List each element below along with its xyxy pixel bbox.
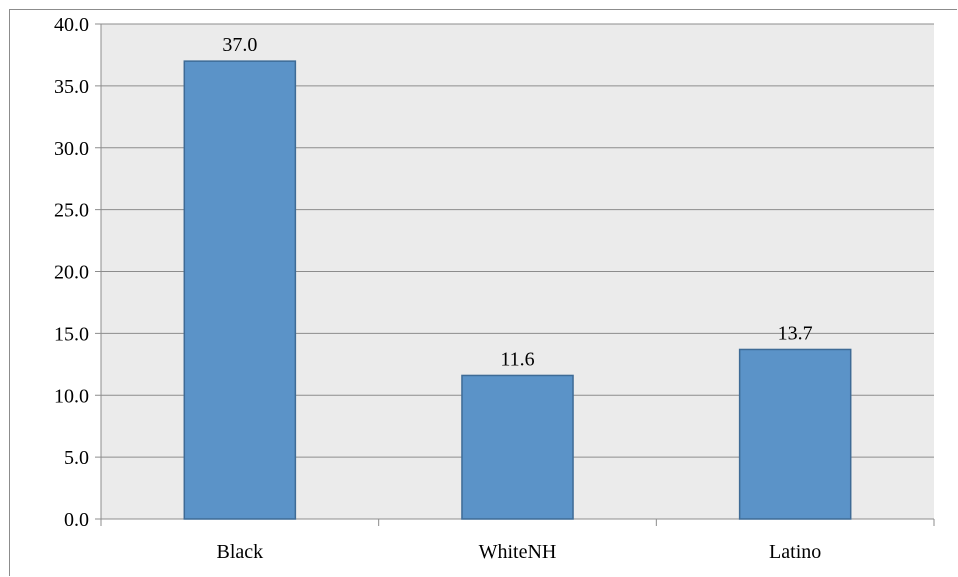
x-category-label: Black xyxy=(217,541,264,563)
y-tick-label: 20.0 xyxy=(54,262,89,284)
y-tick-label: 30.0 xyxy=(54,138,89,160)
y-tick-label: 35.0 xyxy=(54,76,89,98)
x-category-label: Latino xyxy=(769,541,821,563)
y-tick-label: 5.0 xyxy=(64,447,89,469)
bar-whitenh xyxy=(461,374,574,520)
data-label: 13.7 xyxy=(778,322,813,344)
y-tick-label: 15.0 xyxy=(54,323,89,345)
chart-frame xyxy=(9,9,957,576)
labels: 0.0 5.0 10.0 15.0 20.0 25.0 30.0 35.0 40.0 37.0 Bl… xyxy=(54,14,821,563)
y-tick-label: 40.0 xyxy=(54,14,89,36)
y-tick-label: 10.0 xyxy=(54,385,89,407)
bars xyxy=(183,60,852,520)
data-label: 11.6 xyxy=(500,348,534,370)
x-category-label: WhiteNH xyxy=(479,541,557,563)
bar-latino xyxy=(738,348,852,520)
data-label: 37.0 xyxy=(222,34,257,56)
y-tick-label: 0.0 xyxy=(64,509,89,531)
y-tick-label: 25.0 xyxy=(54,200,89,222)
bar-black xyxy=(183,60,297,520)
